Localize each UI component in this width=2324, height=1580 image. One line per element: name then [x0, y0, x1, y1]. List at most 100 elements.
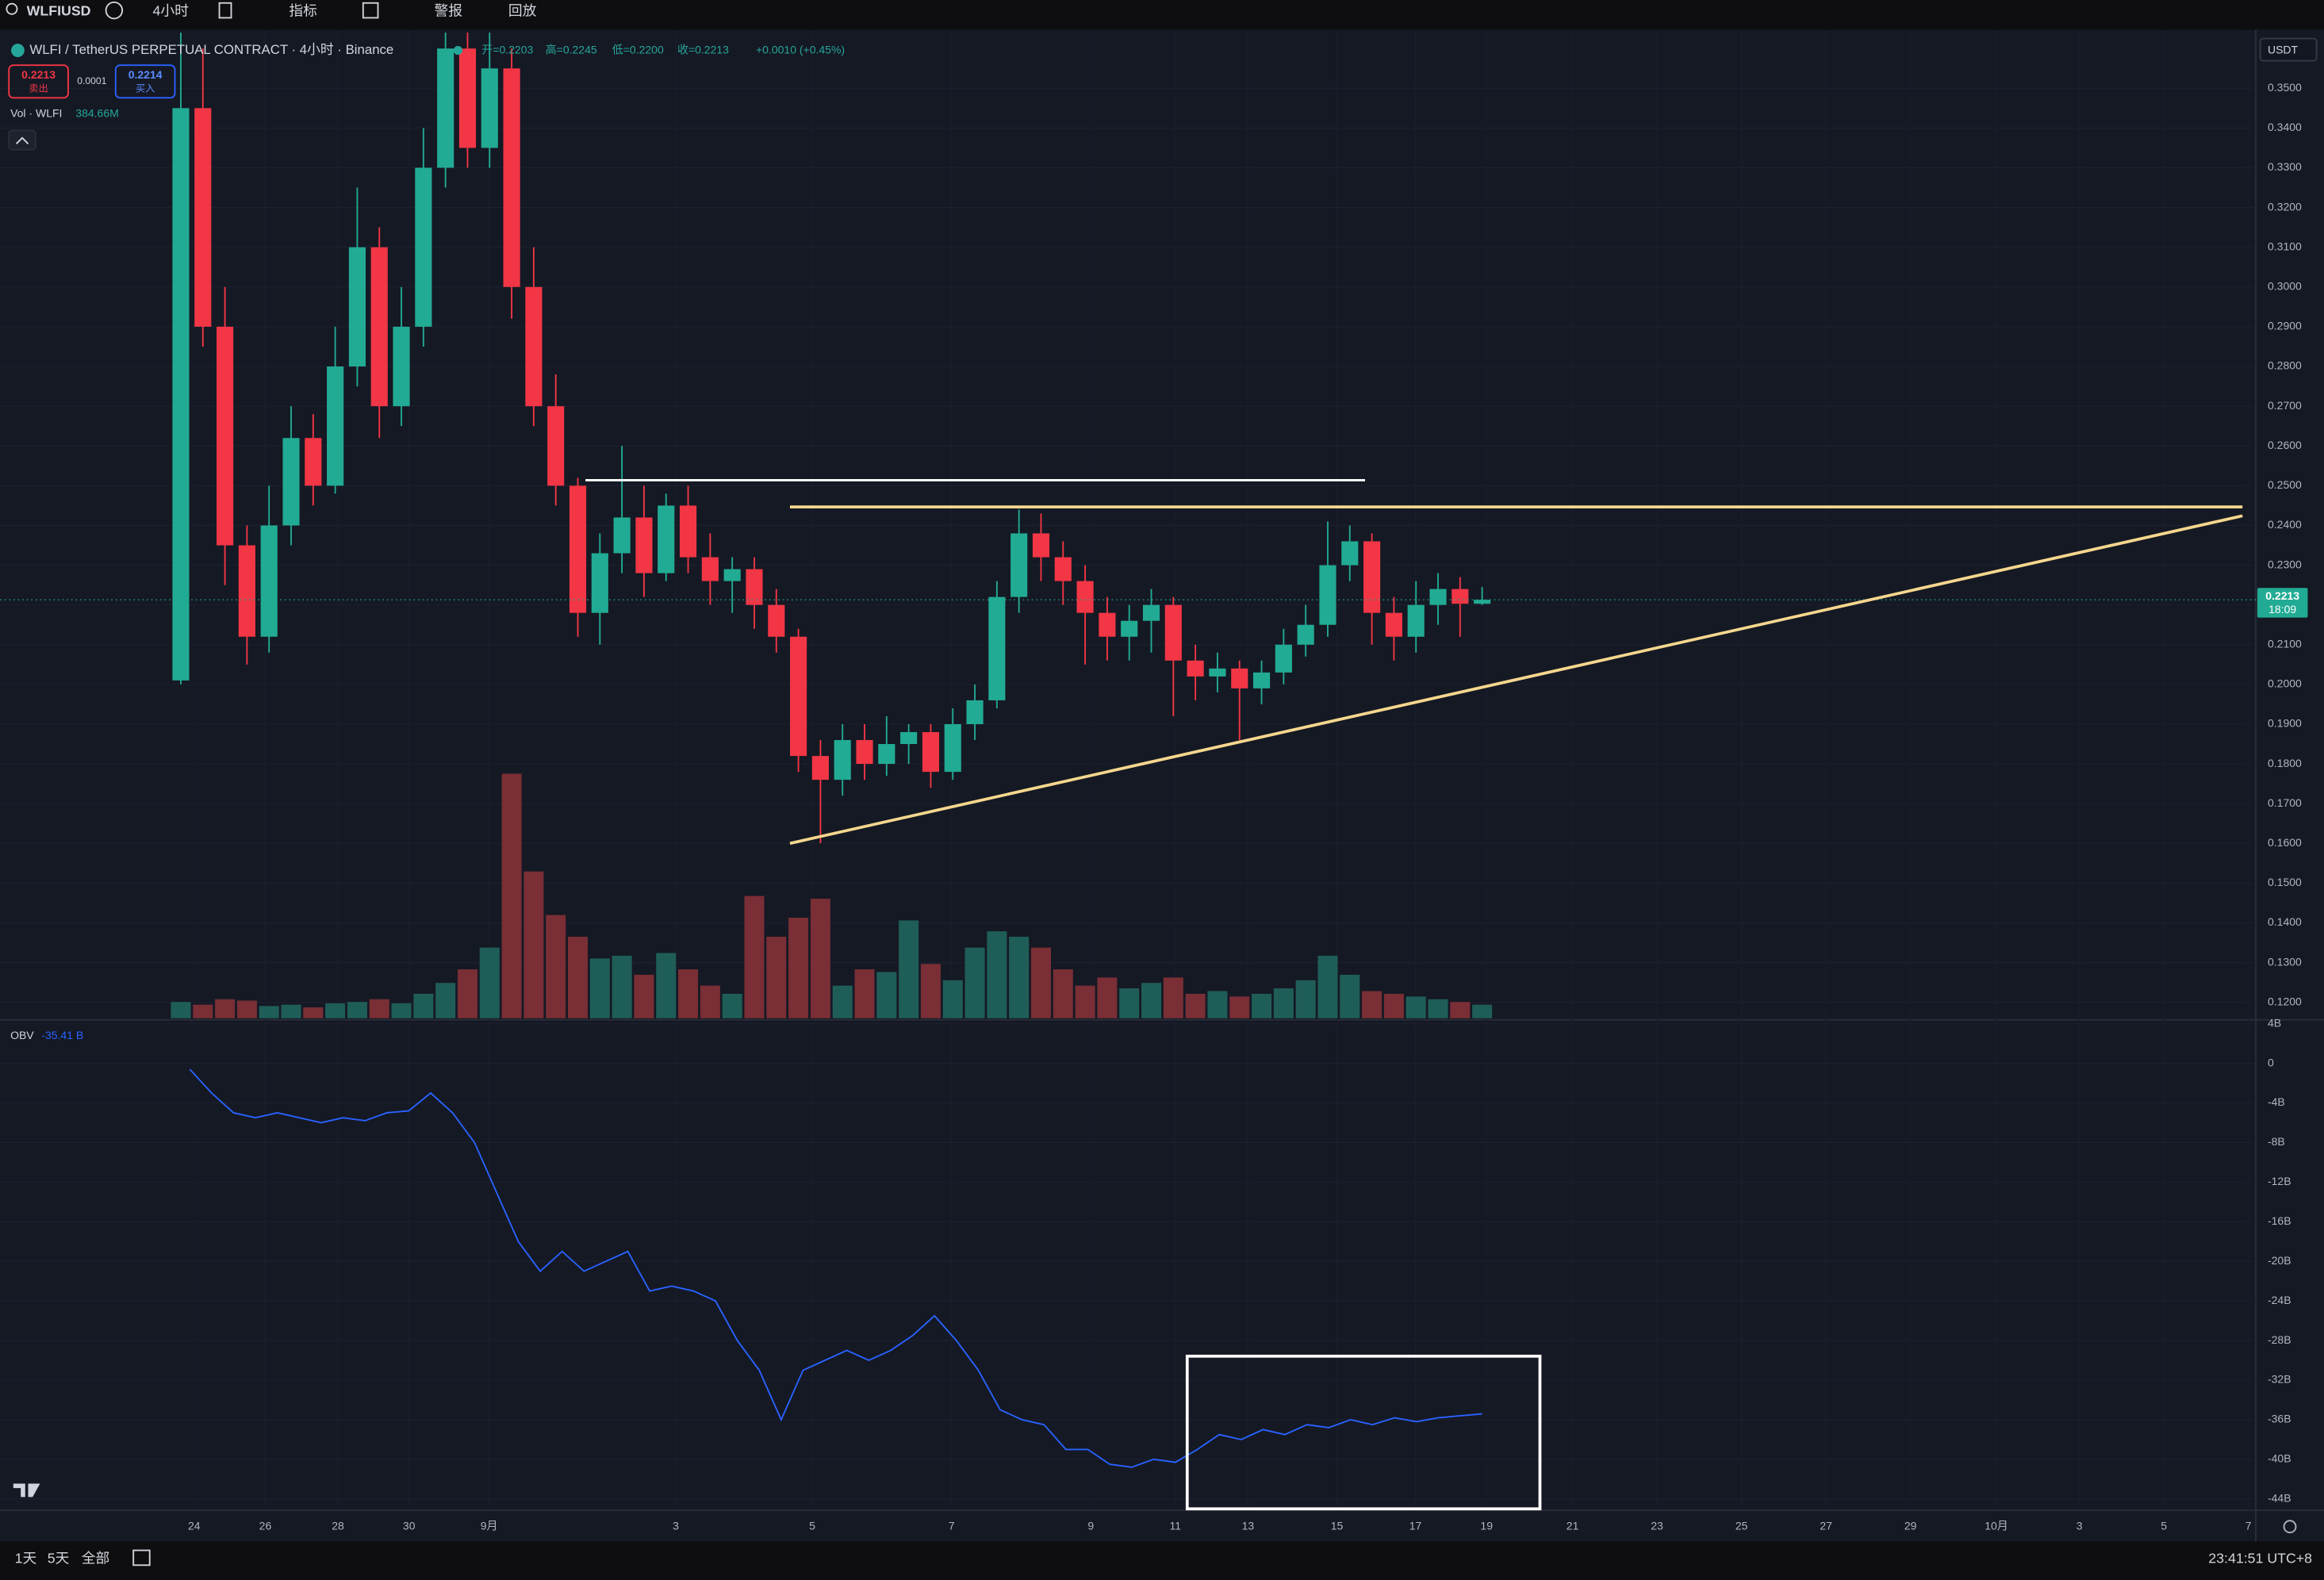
settings-icon[interactable]: [2283, 1520, 2297, 1534]
candle-body: [172, 108, 190, 681]
legend-close: 收=0.2213: [677, 43, 729, 56]
candle-body: [1142, 604, 1160, 621]
x-tick-label: 3: [2077, 1519, 2083, 1532]
tv-logo[interactable]: [13, 1483, 40, 1498]
candle-body: [1099, 612, 1116, 637]
x-tick-label: 26: [259, 1519, 272, 1532]
layout-icon[interactable]: [362, 2, 379, 19]
y-tick-label: 0.1600: [2268, 836, 2302, 849]
interval[interactable]: 4小时: [152, 3, 189, 19]
candle-body: [1319, 565, 1336, 625]
x-tick-label: 28: [332, 1519, 344, 1532]
volume-bar: [744, 895, 765, 1018]
indicators[interactable]: 指标: [289, 3, 317, 19]
volume-legend-name: Vol · WLFI: [10, 107, 62, 120]
volume-bar: [1009, 936, 1030, 1018]
volume-bar: [1428, 999, 1448, 1018]
symbol[interactable]: WLFIUSD: [27, 3, 91, 19]
candle-body: [1407, 604, 1425, 637]
y-tick-label: 0.1900: [2268, 717, 2302, 730]
candle-body: [1054, 557, 1072, 581]
sell-label[interactable]: 卖出: [29, 82, 48, 94]
candle-body: [305, 438, 322, 486]
candle-body: [1341, 541, 1359, 566]
y-tick-label: 0.2000: [2268, 677, 2302, 690]
volume-legend-value: 384.66M: [75, 107, 118, 120]
volume-bar: [236, 1000, 257, 1018]
volume-bar: [1362, 991, 1383, 1018]
candle-body: [746, 569, 763, 605]
candle-body: [878, 744, 895, 765]
grid: [0, 29, 2257, 1511]
candle-body: [944, 723, 961, 773]
x-tick-label: 9月: [481, 1519, 498, 1532]
symbol-logo: [11, 44, 25, 57]
candle-body: [260, 525, 278, 637]
y-tick-label: -4B: [2268, 1095, 2285, 1108]
volume-bar: [501, 773, 522, 1018]
volume-bar: [1450, 1002, 1471, 1018]
range-1d[interactable]: 1天: [15, 1551, 37, 1567]
x-tick-label: 13: [1242, 1519, 1255, 1532]
candle-body: [811, 756, 829, 780]
countdown: 18:09: [2268, 603, 2296, 616]
alerts[interactable]: 警报: [435, 3, 463, 19]
sell-button[interactable]: [8, 64, 69, 99]
volume-bar: [766, 936, 787, 1018]
volume-bar: [457, 969, 477, 1018]
clock: 23:41:51 UTC+8: [2208, 1551, 2312, 1567]
y-tick-label: 0.1800: [2268, 757, 2302, 769]
collapse-icon[interactable]: [15, 136, 29, 144]
chart-type-icon[interactable]: [218, 2, 232, 19]
status-dot: [453, 45, 463, 56]
candle-body: [525, 286, 543, 407]
buy-label[interactable]: 买入: [136, 82, 155, 94]
legend-high: 高=0.2245: [546, 43, 597, 56]
y-tick-label: 0.3400: [2268, 121, 2302, 133]
y-tick-label: 0.3100: [2268, 240, 2302, 252]
candle-body: [591, 553, 608, 613]
candle-body: [393, 326, 410, 407]
candle-body: [613, 517, 631, 554]
y-tick-label: 0.1400: [2268, 915, 2302, 928]
buy-button[interactable]: [114, 64, 176, 99]
x-tick-label: 15: [1331, 1519, 1344, 1532]
candle-body: [1076, 581, 1094, 613]
obv-legend-name: OBV: [10, 1029, 34, 1041]
sell-price[interactable]: 0.2213: [21, 68, 56, 81]
candle-body: [834, 740, 851, 780]
x-tick-label: 9: [1087, 1519, 1094, 1532]
volume-bar: [1472, 1004, 1493, 1018]
volume-bar: [215, 999, 236, 1018]
x-tick-label: 11: [1170, 1519, 1182, 1532]
highlight-box[interactable]: [1185, 1354, 1542, 1511]
triangle-bottom-line[interactable]: [789, 514, 2243, 846]
currency-button[interactable]: [2259, 37, 2318, 62]
range-5d[interactable]: 5天: [48, 1551, 70, 1567]
x-tick-label: 3: [673, 1519, 679, 1532]
buy-price[interactable]: 0.2214: [128, 68, 163, 81]
replay[interactable]: 回放: [508, 3, 537, 19]
y-tick-label: 0.2600: [2268, 439, 2302, 451]
y-tick-label: -24B: [2268, 1294, 2291, 1306]
candle-body: [1385, 612, 1402, 637]
volume-bar: [899, 920, 919, 1018]
y-tick-label: -12B: [2268, 1175, 2291, 1187]
candle-body: [1429, 589, 1447, 605]
volume-bar: [788, 918, 809, 1018]
volume-bar: [1340, 974, 1360, 1018]
y-tick-label: 0: [2268, 1056, 2274, 1068]
date-range-icon[interactable]: [132, 1549, 151, 1567]
add-icon[interactable]: [105, 1, 124, 20]
volume-bar: [987, 931, 1007, 1018]
x-tick-label: 23: [1651, 1519, 1663, 1532]
candle-body: [1452, 589, 1469, 604]
search-icon[interactable]: [6, 2, 18, 15]
currency[interactable]: USDT: [2268, 43, 2299, 56]
range-all[interactable]: 全部: [82, 1551, 110, 1567]
x-tick-label: 27: [1820, 1519, 1832, 1532]
collapse-button[interactable]: [8, 129, 36, 151]
marks: 0.1200 0.1300 0.1400 0.1500 0.1600 0.1700 0.18…: [0, 33, 2308, 1532]
candle-body: [1474, 600, 1491, 604]
candle-body: [547, 406, 565, 486]
